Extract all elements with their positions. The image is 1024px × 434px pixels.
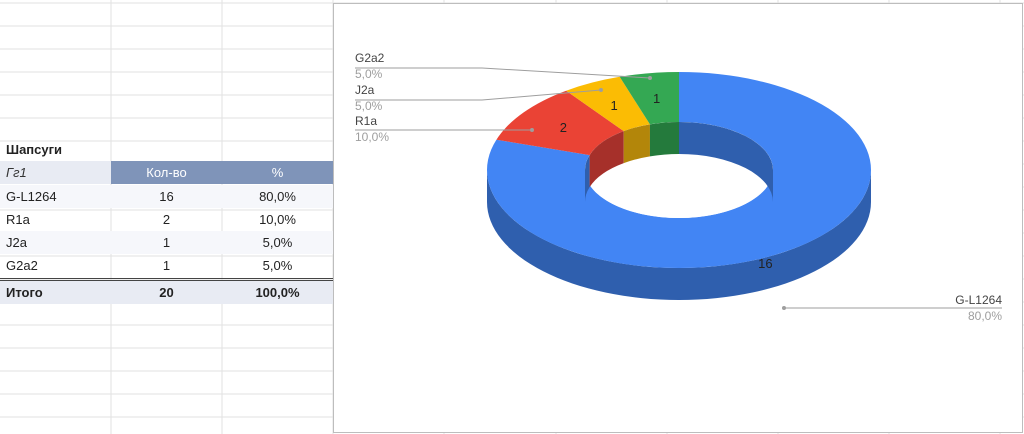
- cell-percent[interactable]: 5,0%: [262, 258, 293, 273]
- callout-line-j2a: [355, 89, 602, 101]
- cell-haplogroup[interactable]: G2a2: [6, 258, 38, 273]
- cell-count[interactable]: 2: [162, 212, 171, 227]
- cell-count[interactable]: 16: [111, 185, 222, 208]
- callout-dot-g-l1264: [782, 306, 786, 310]
- header-count[interactable]: Кол-во: [111, 161, 222, 184]
- slice-inner-j2a: [623, 124, 650, 164]
- cell-percent[interactable]: 10,0%: [259, 212, 296, 227]
- total-percent[interactable]: 100,0%: [222, 281, 333, 304]
- slice-side-g-l1264: [487, 170, 871, 300]
- slice-inner-r1a: [589, 131, 624, 188]
- table-header-row: Гг1 Кол-во %: [0, 161, 333, 184]
- cell-percent[interactable]: 5,0%: [222, 231, 333, 254]
- callout-dot-j2a: [599, 88, 603, 92]
- value-label-r1a: 2: [560, 120, 567, 135]
- slice-r1a: [496, 90, 624, 156]
- slice-g-l1264: [487, 72, 871, 268]
- slice-inner-g-l1264: [679, 122, 773, 202]
- header-percent[interactable]: %: [222, 161, 333, 184]
- cell-haplogroup[interactable]: J2a: [0, 231, 111, 254]
- percent-label-r1a: 10,0%: [355, 130, 389, 144]
- callout-dot-g2a2: [648, 76, 652, 80]
- value-label-g2a2: 1: [653, 91, 660, 106]
- table-row: J2a 1 5,0%: [0, 231, 333, 254]
- slice-inner-g-l1264: [585, 155, 590, 202]
- cell-haplogroup[interactable]: R1a: [6, 212, 30, 227]
- value-label-g-l1264: 16: [758, 256, 772, 271]
- header-haplogroup[interactable]: Гг1: [0, 161, 111, 184]
- table-row: G-L1264 16 80,0%: [0, 185, 333, 208]
- percent-label-g-l1264: 80,0%: [968, 309, 1002, 323]
- percent-label-g2a2: 5,0%: [355, 67, 383, 81]
- donut-chart[interactable]: 16 2 1 1 G2a2 5,0% J2a 5,0% R1a 10,0% G-L1264 80,0%: [333, 3, 1023, 433]
- cell-percent[interactable]: 80,0%: [222, 185, 333, 208]
- category-label-g-l1264: G-L1264: [955, 293, 1002, 307]
- value-label-j2a: 1: [610, 98, 617, 113]
- category-label-g2a2: G2a2: [355, 51, 385, 65]
- slice-g2a2: [619, 72, 679, 125]
- total-label[interactable]: Итого: [0, 281, 111, 304]
- table-title: Шапсуги: [6, 142, 63, 157]
- percent-label-j2a: 5,0%: [355, 99, 383, 113]
- category-label-j2a: J2a: [355, 83, 375, 97]
- table-row: R1a 2 10,0%: [0, 208, 333, 231]
- slice-inner-g2a2: [649, 122, 679, 157]
- cell-count[interactable]: 1: [162, 258, 171, 273]
- cell-count[interactable]: 1: [111, 231, 222, 254]
- callout-dot-r1a: [530, 128, 534, 132]
- callout-line-g2a2: [355, 67, 651, 79]
- total-count[interactable]: 20: [111, 281, 222, 304]
- table-row: G2a2 1 5,0%: [0, 254, 333, 277]
- cell-haplogroup[interactable]: G-L1264: [0, 185, 111, 208]
- category-label-r1a: R1a: [355, 114, 377, 128]
- table-total-row: Итого 20 100,0%: [0, 278, 333, 304]
- slice-j2a: [566, 76, 650, 132]
